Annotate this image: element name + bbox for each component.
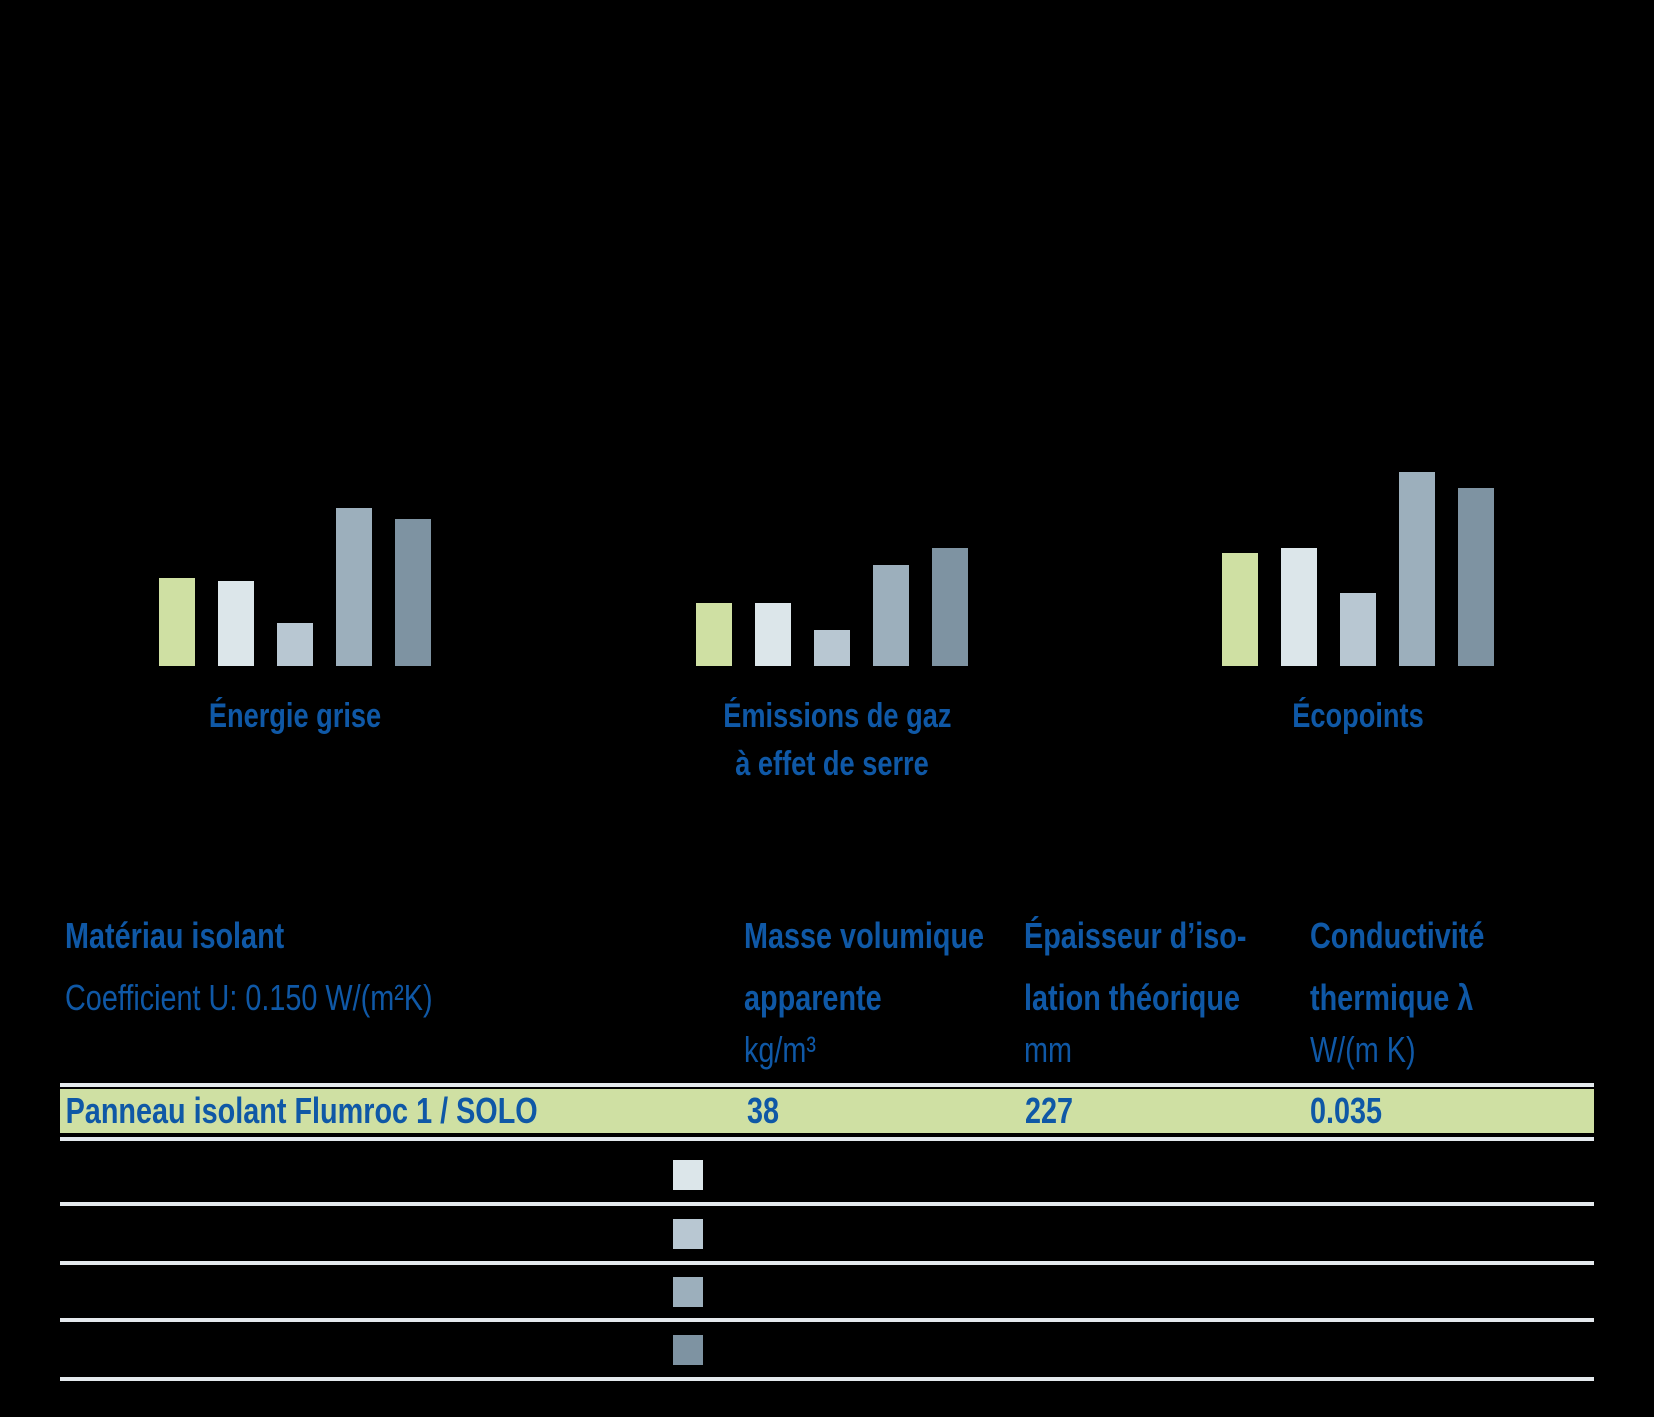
value-epaisseur: 227 <box>1025 1090 1074 1131</box>
header-coefficient-u: Coefficient U: 0.150 W/(m²K) <box>65 977 433 1018</box>
bar-1 <box>1222 553 1258 666</box>
table-rule-4 <box>60 1261 1594 1265</box>
legend-swatch-2 <box>673 1160 703 1190</box>
value-conductivite: 0.035 <box>1310 1090 1383 1131</box>
table-rule-3 <box>60 1202 1594 1206</box>
chart-emissions-ges-bars <box>696 436 968 666</box>
table-rule-6 <box>60 1377 1594 1381</box>
bar-5 <box>395 519 431 666</box>
header-conductivite-unit: W/(m K) <box>1310 1029 1416 1070</box>
material-name: Panneau isolant Flumroc 1 / SOLO <box>65 1090 538 1131</box>
header-conductivite-line1: Conductivité <box>1310 915 1485 956</box>
bar-5 <box>932 548 968 666</box>
legend-swatch-3 <box>673 1219 703 1249</box>
bar-1 <box>159 578 195 666</box>
header-conductivite-line2: thermique λ <box>1310 977 1474 1018</box>
table-rule-1 <box>60 1083 1594 1087</box>
chart-label-line: Écopoints <box>1292 697 1424 735</box>
table-rule-5 <box>60 1318 1594 1322</box>
bar-3 <box>1340 593 1376 666</box>
header-masse-volumique-line1: Masse volumique <box>744 915 985 956</box>
chart-emissions-ges-label: Émissions de gaz à effet de serre <box>723 692 952 788</box>
bar-2 <box>1281 548 1317 666</box>
bar-4 <box>1399 472 1435 666</box>
bar-3 <box>277 623 313 666</box>
legend-swatch-4 <box>673 1277 703 1307</box>
chart-label-line: Émissions de gaz <box>723 697 952 735</box>
bar-4 <box>336 508 372 666</box>
header-materiau-isolant: Matériau isolant <box>65 915 285 956</box>
chart-energie-grise-bars <box>159 436 431 666</box>
chart-label-line: à effet de serre <box>735 745 929 783</box>
bar-2 <box>755 603 791 666</box>
bar-2 <box>218 581 254 666</box>
legend-swatch-5 <box>673 1335 703 1365</box>
header-masse-volumique-line2: apparente <box>744 977 882 1018</box>
header-epaisseur-line1: Épaisseur d’iso- <box>1024 915 1247 956</box>
bar-4 <box>873 565 909 666</box>
chart-ecopoints-bars <box>1222 436 1494 666</box>
header-epaisseur-line2: lation théorique <box>1024 977 1240 1018</box>
value-masse-volumique: 38 <box>747 1090 780 1131</box>
header-epaisseur-unit: mm <box>1024 1029 1072 1070</box>
bar-1 <box>696 603 732 666</box>
bar-3 <box>814 630 850 666</box>
chart-ecopoints-label: Écopoints <box>1249 692 1467 740</box>
highlight-row: Panneau isolant Flumroc 1 / SOLO <box>60 1089 1594 1133</box>
bar-5 <box>1458 488 1494 666</box>
chart-energie-grise-label: Énergie grise <box>186 692 404 740</box>
header-masse-volumique-unit: kg/m³ <box>744 1029 816 1070</box>
chart-label-line: Énergie grise <box>208 697 382 735</box>
table-rule-2 <box>60 1137 1594 1141</box>
